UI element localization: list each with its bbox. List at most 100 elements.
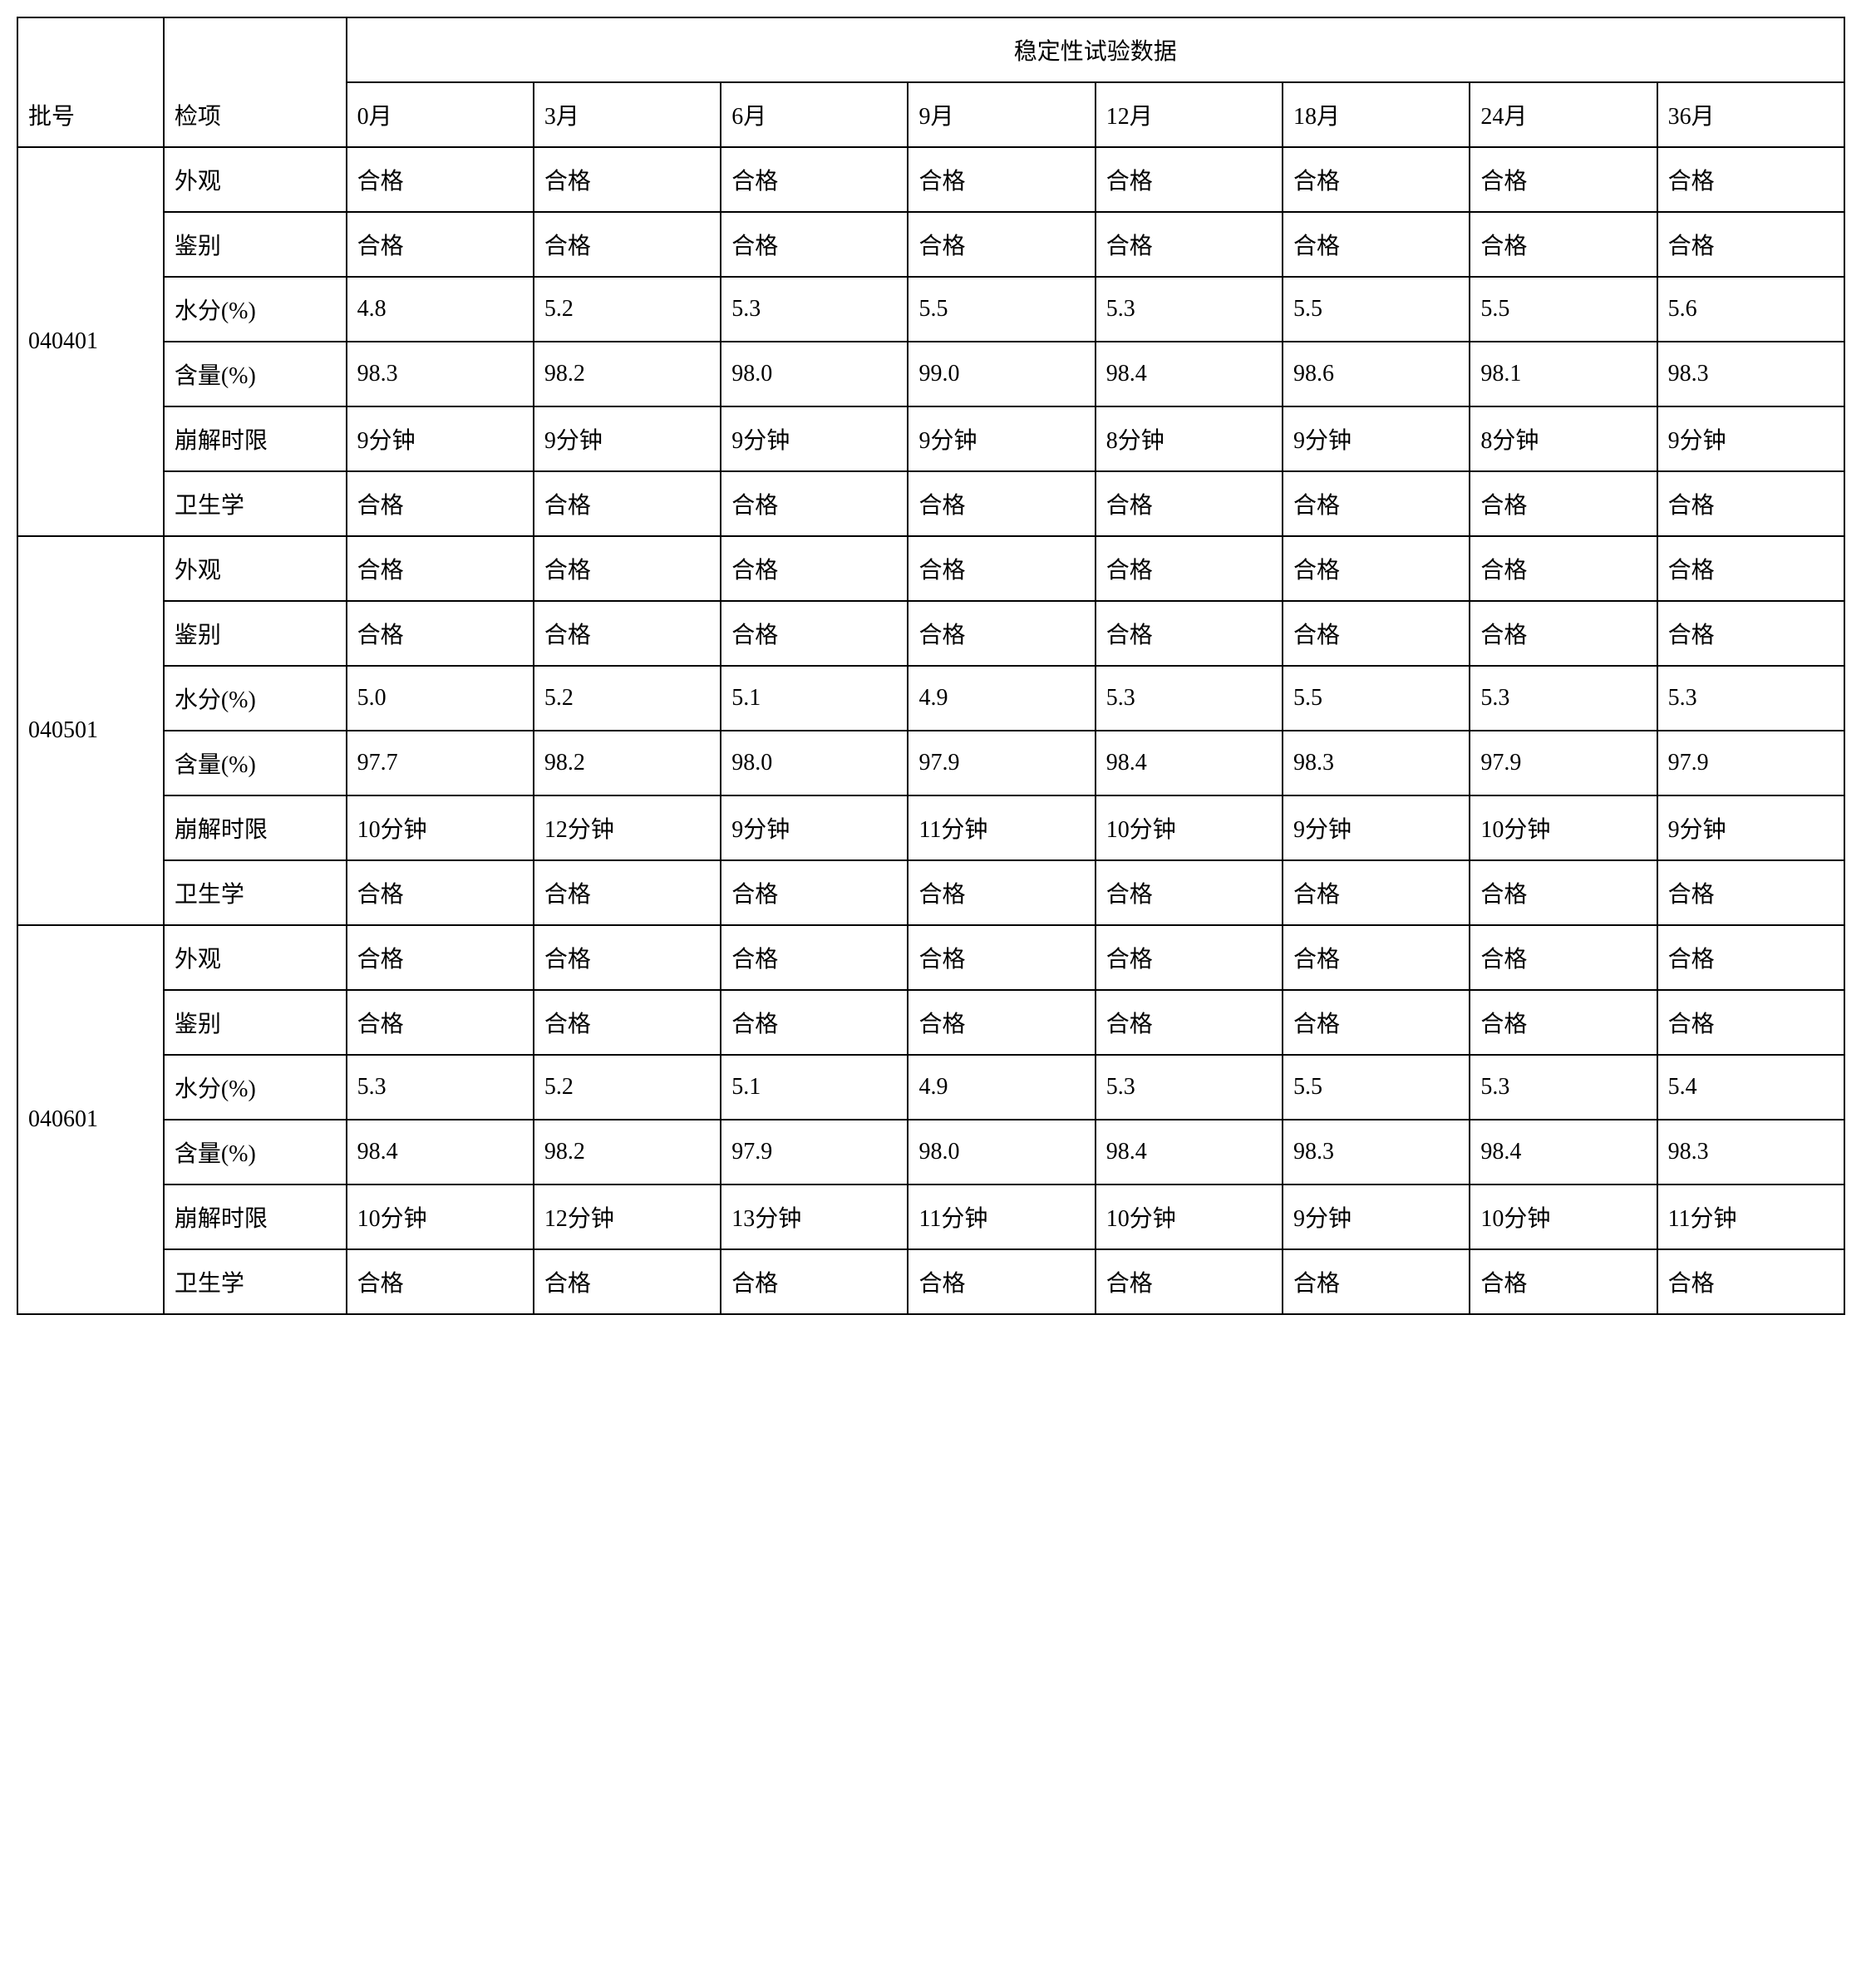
data-cell: 97.9 (1470, 731, 1657, 795)
data-cell: 合格 (534, 860, 721, 925)
data-cell: 合格 (1283, 147, 1470, 212)
data-cell: 合格 (908, 147, 1095, 212)
data-cell: 合格 (908, 212, 1095, 277)
data-cell: 合格 (347, 860, 534, 925)
header-test-item: 检项 (164, 17, 347, 147)
test-item-cell: 外观 (164, 536, 347, 601)
data-cell: 9分钟 (1283, 1184, 1470, 1249)
data-cell: 5.3 (1657, 666, 1844, 731)
data-cell: 98.3 (1283, 1120, 1470, 1184)
table-row: 含量(%)98.398.298.099.098.498.698.198.3 (17, 342, 1844, 406)
data-cell: 98.2 (534, 731, 721, 795)
data-cell: 98.0 (908, 1120, 1095, 1184)
data-cell: 合格 (1470, 212, 1657, 277)
data-cell: 合格 (534, 601, 721, 666)
data-cell: 合格 (1657, 147, 1844, 212)
data-cell: 98.0 (721, 342, 908, 406)
test-item-cell: 含量(%) (164, 731, 347, 795)
table-row: 卫生学合格合格合格合格合格合格合格合格 (17, 471, 1844, 536)
data-cell: 98.4 (1096, 1120, 1283, 1184)
data-cell: 10分钟 (1470, 795, 1657, 860)
data-cell: 合格 (1470, 471, 1657, 536)
data-cell: 合格 (1470, 925, 1657, 990)
data-cell: 合格 (908, 925, 1095, 990)
data-cell: 99.0 (908, 342, 1095, 406)
data-cell: 合格 (1096, 212, 1283, 277)
data-cell: 10分钟 (1470, 1184, 1657, 1249)
data-cell: 合格 (1470, 147, 1657, 212)
table-row: 040601外观合格合格合格合格合格合格合格合格 (17, 925, 1844, 990)
data-cell: 12分钟 (534, 1184, 721, 1249)
data-cell: 合格 (908, 1249, 1095, 1314)
table-row: 卫生学合格合格合格合格合格合格合格合格 (17, 1249, 1844, 1314)
data-cell: 合格 (1657, 925, 1844, 990)
data-cell: 合格 (1470, 860, 1657, 925)
data-cell: 合格 (908, 601, 1095, 666)
data-cell: 98.2 (534, 342, 721, 406)
table-row: 水分(%)5.35.25.14.95.35.55.35.4 (17, 1055, 1844, 1120)
data-cell: 合格 (534, 925, 721, 990)
data-cell: 9分钟 (1283, 795, 1470, 860)
data-cell: 合格 (1657, 471, 1844, 536)
data-cell: 合格 (347, 147, 534, 212)
data-cell: 98.3 (347, 342, 534, 406)
data-cell: 4.9 (908, 666, 1095, 731)
data-cell: 97.9 (1657, 731, 1844, 795)
table-body: 040401外观合格合格合格合格合格合格合格合格鉴别合格合格合格合格合格合格合格… (17, 147, 1844, 1314)
table-row: 含量(%)97.798.298.097.998.498.397.997.9 (17, 731, 1844, 795)
test-item-cell: 崩解时限 (164, 795, 347, 860)
data-cell: 合格 (1283, 601, 1470, 666)
data-cell: 合格 (347, 212, 534, 277)
data-cell: 5.3 (347, 1055, 534, 1120)
header-time-0: 0月 (347, 82, 534, 147)
test-item-cell: 鉴别 (164, 212, 347, 277)
table-row: 含量(%)98.498.297.998.098.498.398.498.3 (17, 1120, 1844, 1184)
table-row: 水分(%)5.05.25.14.95.35.55.35.3 (17, 666, 1844, 731)
data-cell: 合格 (721, 925, 908, 990)
header-time-6: 24月 (1470, 82, 1657, 147)
data-cell: 98.4 (1470, 1120, 1657, 1184)
data-cell: 98.2 (534, 1120, 721, 1184)
header-data-group: 稳定性试验数据 (347, 17, 1844, 82)
data-cell: 5.5 (908, 277, 1095, 342)
data-cell: 98.0 (721, 731, 908, 795)
data-cell: 10分钟 (347, 1184, 534, 1249)
table-row: 崩解时限10分钟12分钟13分钟11分钟10分钟9分钟10分钟11分钟 (17, 1184, 1844, 1249)
data-cell: 5.4 (1657, 1055, 1844, 1120)
header-time-5: 18月 (1283, 82, 1470, 147)
table-row: 卫生学合格合格合格合格合格合格合格合格 (17, 860, 1844, 925)
test-item-cell: 鉴别 (164, 990, 347, 1055)
data-cell: 98.4 (1096, 342, 1283, 406)
data-cell: 8分钟 (1470, 406, 1657, 471)
test-item-cell: 崩解时限 (164, 1184, 347, 1249)
data-cell: 9分钟 (534, 406, 721, 471)
data-cell: 合格 (534, 471, 721, 536)
data-cell: 5.1 (721, 666, 908, 731)
data-cell: 合格 (534, 990, 721, 1055)
batch-id-cell: 040601 (17, 925, 164, 1314)
data-cell: 98.3 (1657, 1120, 1844, 1184)
data-cell: 5.6 (1657, 277, 1844, 342)
data-cell: 98.3 (1657, 342, 1844, 406)
data-cell: 合格 (1657, 536, 1844, 601)
data-cell: 合格 (347, 601, 534, 666)
data-cell: 5.3 (1096, 1055, 1283, 1120)
data-cell: 5.5 (1283, 277, 1470, 342)
data-cell: 合格 (1096, 601, 1283, 666)
data-cell: 5.3 (1470, 1055, 1657, 1120)
data-cell: 5.1 (721, 1055, 908, 1120)
data-cell: 97.9 (721, 1120, 908, 1184)
data-cell: 合格 (1096, 471, 1283, 536)
data-cell: 合格 (1283, 536, 1470, 601)
test-item-cell: 鉴别 (164, 601, 347, 666)
data-cell: 合格 (534, 1249, 721, 1314)
data-cell: 9分钟 (721, 795, 908, 860)
data-cell: 合格 (534, 147, 721, 212)
batch-id-cell: 040401 (17, 147, 164, 536)
test-item-cell: 卫生学 (164, 1249, 347, 1314)
data-cell: 5.2 (534, 1055, 721, 1120)
test-item-cell: 水分(%) (164, 1055, 347, 1120)
data-cell: 5.5 (1283, 666, 1470, 731)
data-cell: 合格 (1283, 990, 1470, 1055)
data-cell: 5.2 (534, 666, 721, 731)
